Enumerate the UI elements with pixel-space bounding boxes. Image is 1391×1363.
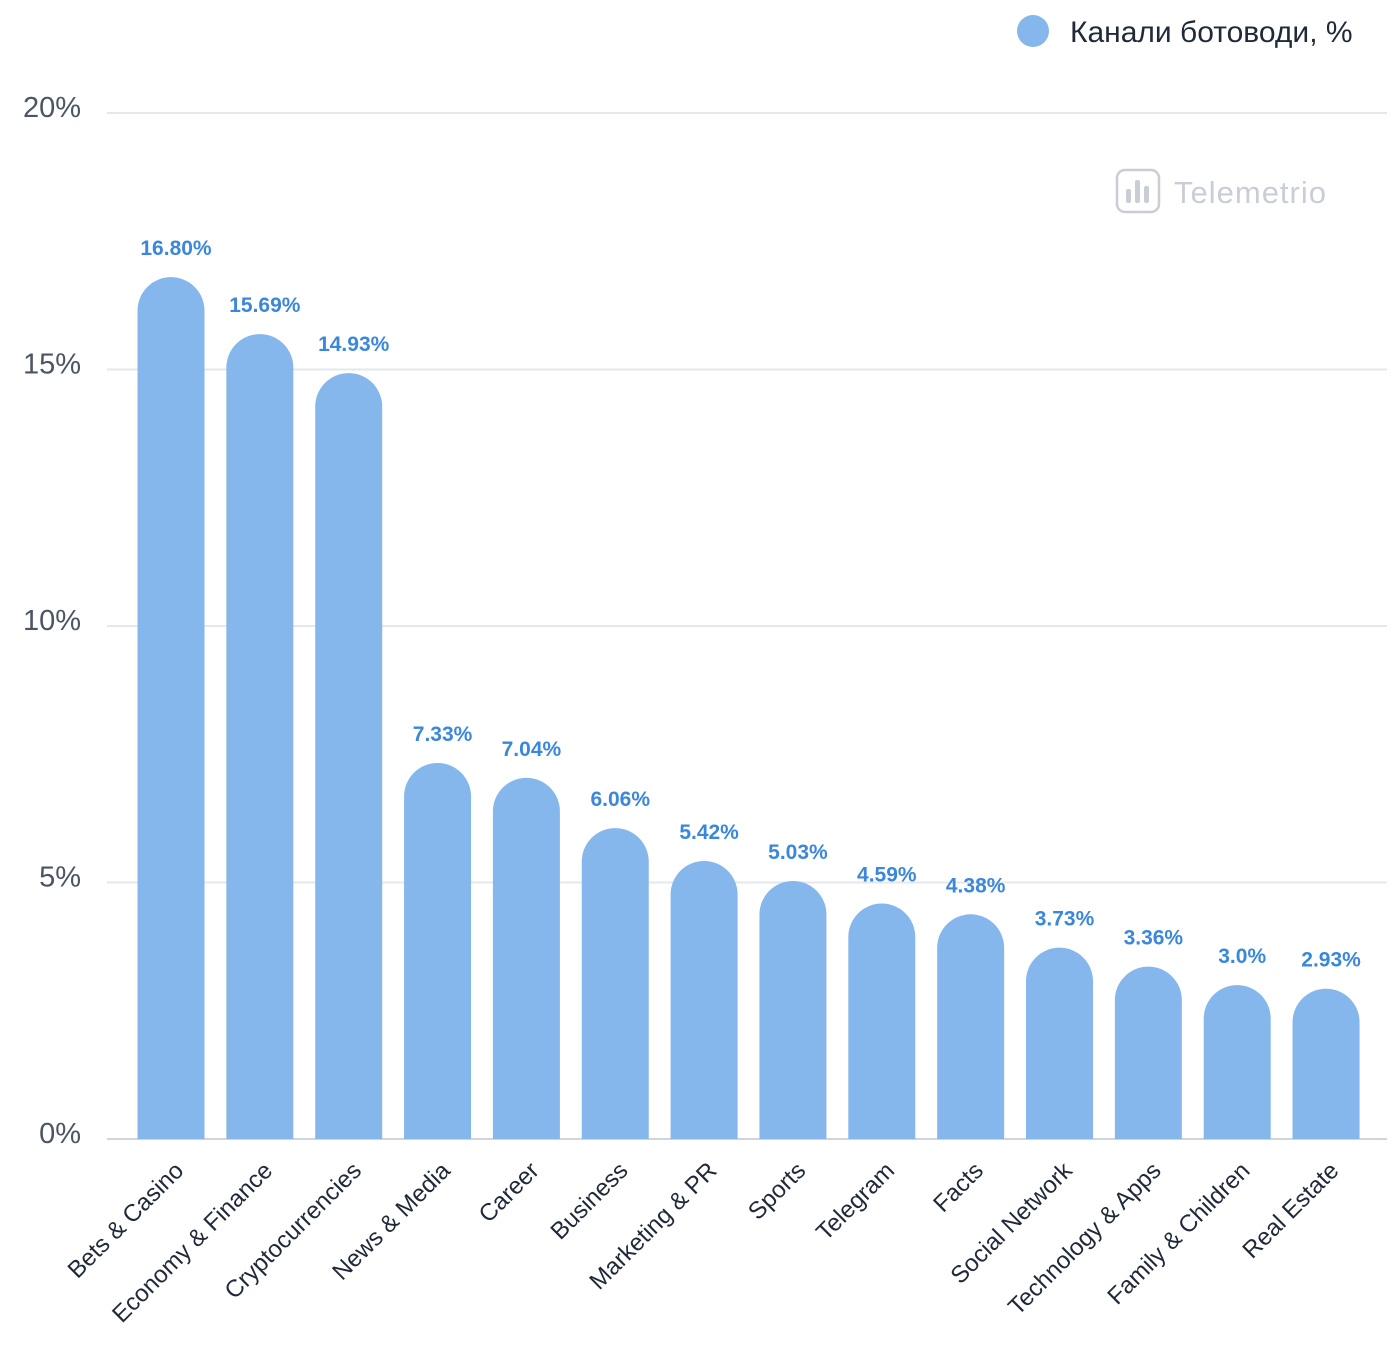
data-label: 4.38% [946, 874, 1006, 897]
y-tick-label: 20% [23, 92, 81, 124]
data-label: 5.03% [768, 841, 828, 864]
x-tick-label: Real Estate [1237, 1157, 1344, 1264]
data-labels: 16.80% 15.69% 14.93% 7.33% 7.04% 6.06% 5.42% 5.… [140, 237, 1361, 972]
data-label: 2.93% [1301, 949, 1361, 972]
bar[interactable] [492, 777, 560, 1139]
data-label: 5.42% [679, 821, 739, 844]
y-tick-label: 10% [23, 605, 81, 637]
bar[interactable] [226, 334, 294, 1139]
telemetrio-logo-icon [1115, 168, 1161, 214]
data-label: 7.04% [502, 738, 562, 761]
bars [137, 277, 1360, 1139]
data-label: 15.69% [229, 294, 301, 317]
x-tick-label: Facts [928, 1157, 989, 1218]
data-label: 16.80% [140, 237, 212, 260]
telemetrio-watermark: Telemetrio [1115, 168, 1327, 214]
bar[interactable] [315, 373, 383, 1139]
bar[interactable] [1292, 988, 1360, 1139]
x-tick-label: Career [474, 1157, 545, 1228]
bar[interactable] [1203, 985, 1271, 1139]
bar[interactable] [670, 860, 738, 1139]
bar[interactable] [137, 277, 205, 1139]
bar[interactable] [759, 880, 827, 1139]
x-tick-label: Economy & Finance [107, 1157, 278, 1328]
bar[interactable] [1026, 947, 1093, 1139]
y-axis: 0% 5% 10% 15% 20% [23, 92, 81, 1150]
bar[interactable] [1114, 966, 1182, 1139]
bar[interactable] [848, 903, 916, 1139]
y-tick-label: 5% [39, 862, 81, 894]
legend-label: Канали ботоводи, % [1070, 16, 1353, 49]
legend[interactable]: Канали ботоводи, % [1017, 15, 1353, 49]
bar[interactable] [404, 762, 472, 1139]
bar[interactable] [937, 914, 1005, 1139]
y-tick-label: 0% [39, 1118, 81, 1150]
x-tick-label: Business [546, 1157, 634, 1245]
data-label: 6.06% [590, 788, 650, 811]
x-tick-label: Sports [743, 1157, 811, 1225]
y-tick-label: 15% [23, 349, 81, 381]
legend-marker [1017, 15, 1049, 47]
data-label: 3.73% [1035, 908, 1095, 931]
data-label: 7.33% [413, 723, 473, 746]
x-tick-label: Telegram [811, 1157, 900, 1246]
data-label: 4.59% [857, 864, 917, 887]
gridlines [107, 112, 1387, 1140]
bar[interactable] [581, 828, 649, 1139]
data-label: 3.0% [1218, 945, 1266, 968]
x-tick-label: Technology & Apps [1003, 1157, 1166, 1320]
data-label: 3.36% [1124, 927, 1184, 950]
data-label: 14.93% [318, 333, 390, 356]
watermark-brand: Telemetrio [1174, 175, 1327, 210]
